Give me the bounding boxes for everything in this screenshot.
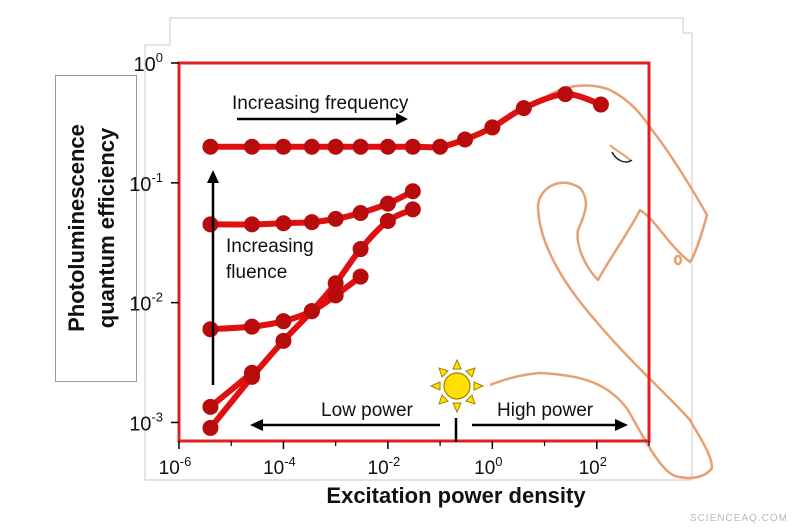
data-point-s2-5 [352, 268, 369, 285]
data-point-s0-1 [244, 138, 261, 155]
data-point-s0-3 [303, 138, 320, 155]
increasing-frequency-label: Increasing frequency [232, 93, 409, 114]
y-axis-tick-labels: 10-3 10-2 10-1 100 [129, 50, 163, 435]
high-power-arrowhead [615, 419, 628, 431]
watermark: SCIENCEAQ.COM [689, 513, 788, 524]
data-point-s3-7 [404, 201, 421, 218]
data-point-s3-6 [379, 213, 396, 230]
data-point-s0-6 [379, 138, 396, 155]
data-point-s1-3 [303, 214, 320, 231]
y-axis-label-box [55, 75, 137, 382]
high-power-label: High power [497, 400, 594, 421]
horse-outline-drawing [489, 84, 714, 480]
increasing-fluence-label-line1: Increasing [226, 236, 314, 257]
data-point-s0-2 [275, 138, 292, 155]
data-point-s2-0 [202, 321, 219, 338]
x-axis-tick-labels: 10-6 10-4 10-2 100 102 [159, 454, 607, 479]
data-point-s0-8 [432, 138, 449, 155]
data-point-s2-2 [275, 313, 292, 330]
data-point-s1-1 [244, 216, 261, 233]
data-point-s0-12 [557, 86, 574, 103]
y-tick-label-3: 100 [134, 50, 163, 76]
data-point-s2-4 [327, 287, 344, 304]
sun-icon [429, 358, 485, 414]
x-tick-label-3: 100 [474, 454, 502, 479]
increasing-fluence-annotation: Increasing fluence [207, 170, 314, 385]
data-point-s1-0 [202, 216, 219, 233]
data-point-s3-2 [275, 332, 292, 349]
data-point-s3-5 [352, 241, 369, 258]
data-point-s1-4 [327, 210, 344, 227]
background-frame [144, 17, 693, 481]
y-tick-label-0: 10-3 [129, 409, 163, 435]
data-point-s1-5 [352, 204, 369, 221]
x-tick-label-0: 10-6 [159, 454, 192, 479]
series-markers [202, 86, 609, 436]
data-point-s1-7 [404, 183, 421, 200]
low-power-arrowhead [250, 419, 263, 431]
increasing-frequency-arrowhead [396, 113, 408, 125]
data-point-s1-2 [275, 215, 292, 232]
data-point-s0-9 [457, 131, 474, 148]
low-power-annotation: Low power [250, 400, 440, 431]
data-point-s4-0 [202, 398, 219, 415]
x-axis-ticks [178, 441, 650, 449]
increasing-fluence-arrowhead [207, 170, 219, 183]
y-tick-label-2: 10-1 [129, 170, 163, 196]
data-point-s0-5 [352, 138, 369, 155]
plot-frame [177, 61, 651, 443]
high-power-annotation: High power [472, 400, 628, 431]
data-point-s0-10 [484, 119, 501, 136]
data-point-s3-3 [303, 303, 320, 320]
x-tick-label-1: 10-4 [263, 454, 296, 479]
data-point-s0-7 [404, 138, 421, 155]
y-axis-ticks [171, 62, 179, 424]
increasing-frequency-annotation: Increasing frequency [232, 93, 409, 125]
y-tick-label-1: 10-2 [129, 290, 163, 316]
data-point-s2-1 [244, 318, 261, 335]
data-point-s4-1 [244, 364, 261, 381]
data-point-s0-0 [202, 138, 219, 155]
data-point-s0-13 [592, 96, 609, 113]
x-axis-label: Excitation power density [326, 483, 586, 508]
y-axis-label-line2: quantum efficiency [94, 127, 119, 328]
y-axis-label-line1: Photoluminescence [64, 124, 89, 332]
increasing-fluence-label-line2: fluence [226, 262, 287, 283]
data-point-s3-4 [327, 275, 344, 292]
x-tick-label-2: 10-2 [368, 454, 401, 479]
data-point-s3-0 [202, 419, 219, 436]
x-tick-label-4: 102 [579, 454, 607, 479]
data-point-s0-4 [327, 138, 344, 155]
data-point-s0-11 [515, 100, 532, 117]
low-power-label: Low power [321, 400, 414, 421]
data-point-s1-6 [379, 195, 396, 212]
